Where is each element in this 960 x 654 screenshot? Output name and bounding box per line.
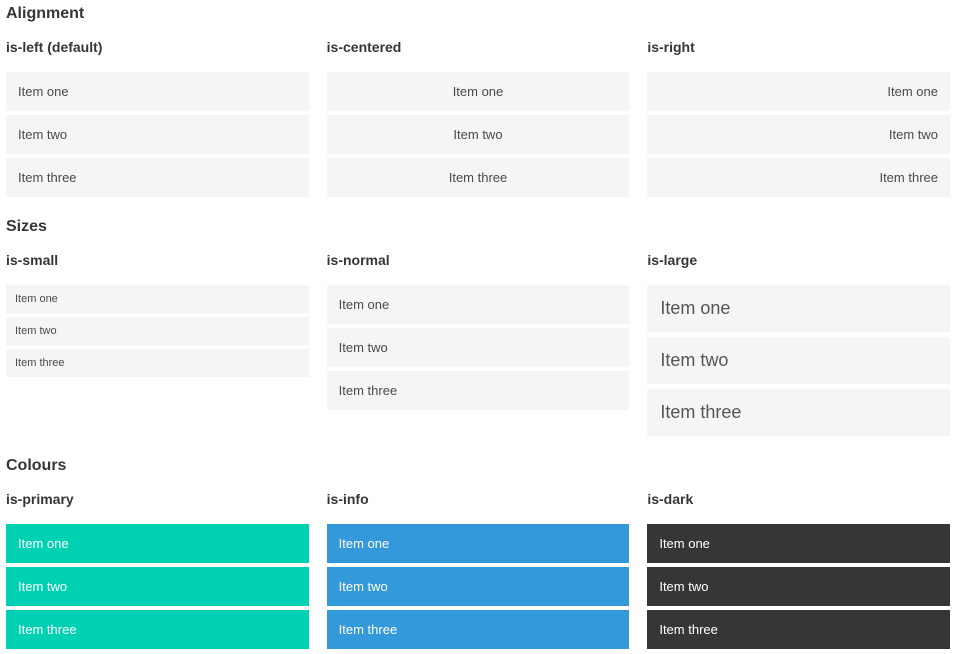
column-is-right: is-right Item one Item two Item three <box>647 39 950 197</box>
list-item: Item one <box>6 523 309 563</box>
list-item: Item one <box>6 284 309 313</box>
alignment-grid: is-left (default) Item one Item two Item… <box>6 39 950 197</box>
sizes-grid: is-small Item one Item two Item three is… <box>6 252 950 436</box>
list-item: Item one <box>647 523 950 563</box>
list-primary: Item one Item two Item three <box>6 523 309 649</box>
column-is-small: is-small Item one Item two Item three <box>6 252 309 377</box>
list-item: Item three <box>326 370 630 410</box>
column-is-centered: is-centered Item one Item two Item three <box>326 39 630 197</box>
column-label: is-left (default) <box>6 39 103 56</box>
list-item: Item one <box>326 71 630 111</box>
column-is-primary: is-primary Item one Item two Item three <box>6 491 309 649</box>
list-item: Item two <box>647 114 950 154</box>
list-item: Item two <box>647 336 950 384</box>
list-left: Item one Item two Item three <box>6 71 309 197</box>
section-colours: Colours is-primary Item one Item two Ite… <box>6 456 950 649</box>
column-label: is-dark <box>647 491 694 508</box>
column-label: is-primary <box>6 491 74 508</box>
list-item: Item two <box>647 566 950 606</box>
list-centered: Item one Item two Item three <box>326 71 630 197</box>
colours-grid: is-primary Item one Item two Item three … <box>6 491 950 649</box>
column-is-left: is-left (default) Item one Item two Item… <box>6 39 309 197</box>
section-title: Alignment <box>6 5 85 22</box>
list-small: Item one Item two Item three <box>6 284 309 377</box>
list-item: Item three <box>6 609 309 649</box>
list-item: Item two <box>6 114 309 154</box>
list-item: Item two <box>326 327 630 367</box>
list-item: Item two <box>6 566 309 606</box>
list-item: Item three <box>647 157 950 197</box>
column-label: is-large <box>647 252 698 269</box>
list-item: Item one <box>326 284 630 324</box>
list-item: Item one <box>326 523 630 563</box>
column-is-info: is-info Item one Item two Item three <box>326 491 630 649</box>
list-item: Item one <box>647 71 950 111</box>
list-item: Item two <box>6 316 309 345</box>
section-title: Sizes <box>6 217 47 235</box>
column-label: is-small <box>6 252 59 269</box>
column-label: is-normal <box>326 252 390 269</box>
list-info: Item one Item two Item three <box>326 523 630 649</box>
list-item: Item two <box>326 114 630 154</box>
list-item: Item two <box>326 566 630 606</box>
column-is-dark: is-dark Item one Item two Item three <box>647 491 950 649</box>
list-item: Item three <box>6 157 309 197</box>
section-sizes: Sizes is-small Item one Item two Item th… <box>6 217 950 436</box>
list-item: Item three <box>326 157 630 197</box>
column-label: is-centered <box>326 39 402 56</box>
column-is-normal: is-normal Item one Item two Item three <box>326 252 630 410</box>
section-alignment: Alignment is-left (default) Item one Ite… <box>6 4 950 197</box>
list-normal: Item one Item two Item three <box>326 284 630 410</box>
section-title: Colours <box>6 456 67 474</box>
list-item: Item three <box>6 348 309 377</box>
list-right: Item one Item two Item three <box>647 71 950 197</box>
list-item: Item one <box>647 284 950 332</box>
list-item: Item three <box>647 388 950 436</box>
list-item: Item one <box>6 71 309 111</box>
list-large: Item one Item two Item three <box>647 284 950 436</box>
column-is-large: is-large Item one Item two Item three <box>647 252 950 436</box>
list-dark: Item one Item two Item three <box>647 523 950 649</box>
column-label: is-right <box>647 39 695 56</box>
list-item: Item three <box>326 609 630 649</box>
list-item: Item three <box>647 609 950 649</box>
column-label: is-info <box>326 491 369 508</box>
